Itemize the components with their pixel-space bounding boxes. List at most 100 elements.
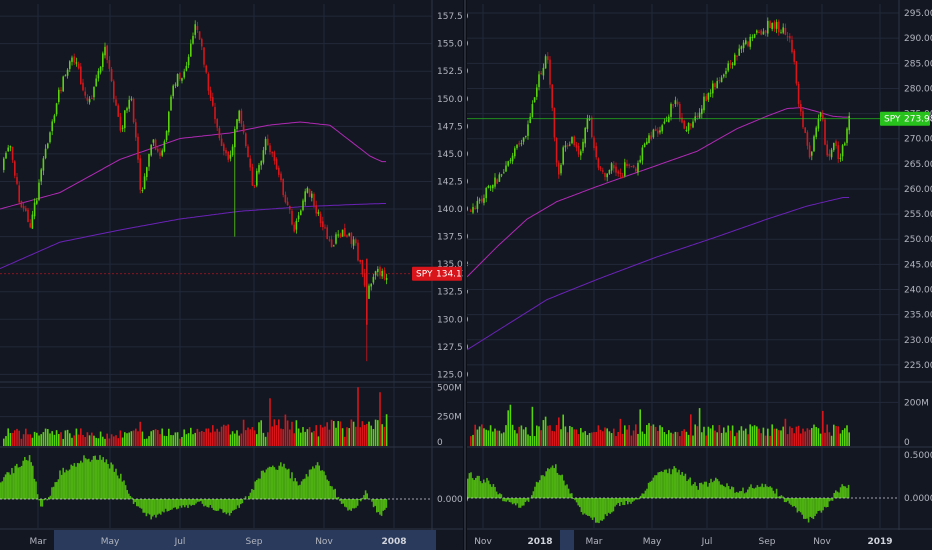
price-tick-label: 255.00 [904, 210, 932, 220]
candle-body [751, 36, 754, 39]
volume-bar [729, 430, 732, 446]
price-tick-label: 157.50 [437, 12, 469, 22]
candle-body [355, 239, 357, 244]
candle-body [564, 145, 567, 148]
candle-body [685, 129, 688, 131]
volume-bar [657, 430, 659, 446]
volume-bar [687, 434, 690, 446]
volume-bar [641, 431, 644, 446]
candle-body [22, 206, 25, 209]
oscillator-bar [713, 480, 715, 499]
volume-bar [300, 432, 302, 446]
oscillator-bar [78, 463, 80, 500]
oscillator-bar [251, 488, 253, 500]
volume-bar [505, 425, 507, 446]
oscillator-bar [284, 468, 287, 500]
candle-body [113, 81, 115, 99]
candle-body [352, 239, 355, 246]
candle-body [192, 35, 194, 44]
oscillator-bar [12, 473, 15, 500]
oscillator-bar [686, 481, 688, 499]
oscillator-bar [380, 499, 383, 516]
candle-body [648, 135, 650, 144]
candle-body [377, 268, 379, 272]
volume-bar [626, 429, 628, 446]
price-tick-label: 152.50 [437, 67, 469, 77]
volume-bar [749, 424, 751, 446]
volume-bar [538, 426, 540, 446]
oscillator-bar [611, 498, 613, 513]
candle-body [672, 104, 674, 106]
volume-bar [139, 421, 141, 446]
candle-body [813, 136, 815, 152]
oscillator-bar [195, 499, 197, 504]
volume-bar [709, 428, 712, 446]
oscillator-bar [214, 499, 216, 511]
oscillator-bar [659, 472, 661, 499]
price-tick-label: 280.00 [904, 84, 932, 94]
volume-bar [668, 430, 670, 446]
oscillator-bar [755, 487, 757, 499]
candle-body [110, 69, 113, 82]
oscillator-bar [775, 488, 778, 499]
volume-bar [308, 427, 311, 446]
volume-bar [703, 426, 705, 446]
volume-bar [712, 425, 714, 446]
volume-bar [844, 428, 846, 446]
candle-body [214, 107, 216, 120]
oscillator-bar [148, 499, 151, 515]
candle-body [824, 119, 826, 145]
time-axis-label: Jul [174, 537, 186, 547]
volume-bar [190, 427, 192, 446]
volume-bar [174, 432, 177, 446]
candle-body [190, 43, 192, 57]
oscillator-bar [785, 498, 787, 503]
oscillator-bar [30, 462, 32, 500]
volume-bar [236, 430, 238, 446]
volume-bar [91, 432, 93, 446]
candle-body [632, 165, 635, 168]
oscillator-bar [353, 499, 356, 509]
volume-bar [769, 435, 771, 446]
oscillator-bar [121, 481, 124, 500]
oscillator-bar [540, 475, 543, 499]
oscillator-bar [80, 460, 82, 500]
price-tick-label: 245.00 [904, 260, 932, 270]
oscillator-bar [489, 484, 491, 499]
volume-bar [273, 419, 276, 446]
oscillator-bar [652, 477, 655, 499]
volume-bar [701, 432, 703, 446]
oscillator-bar [225, 499, 228, 515]
volume-bar [163, 435, 166, 446]
oscillator-bar [662, 472, 664, 499]
oscillator-bar [91, 459, 93, 500]
oscillator-series [0, 455, 388, 520]
candle-body [808, 145, 811, 158]
candle-body [742, 42, 745, 49]
candle-body [124, 110, 126, 129]
candle-body [749, 36, 751, 47]
candle-body [775, 22, 778, 29]
volume-bar [69, 433, 71, 446]
volume-bar [110, 434, 113, 446]
oscillator-bar [385, 499, 388, 508]
candle-body [58, 89, 60, 103]
volume-bar [547, 425, 549, 446]
candle-body [738, 48, 740, 56]
oscillator-bar [307, 476, 309, 500]
oscillator-bar [799, 498, 802, 513]
oscillator-bar [515, 498, 517, 506]
candle-body [104, 46, 106, 56]
candle-body [324, 227, 326, 229]
price-tick-label: 295.00 [904, 9, 932, 19]
oscillator-bar [620, 498, 623, 503]
oscillator-series [467, 464, 850, 524]
candle-body [251, 166, 254, 186]
oscillator-bar [793, 498, 795, 507]
candle-body [161, 150, 163, 156]
time-axis-label: Mar [586, 537, 603, 547]
oscillator-bar [635, 498, 637, 500]
oscillator-bar [240, 499, 242, 505]
